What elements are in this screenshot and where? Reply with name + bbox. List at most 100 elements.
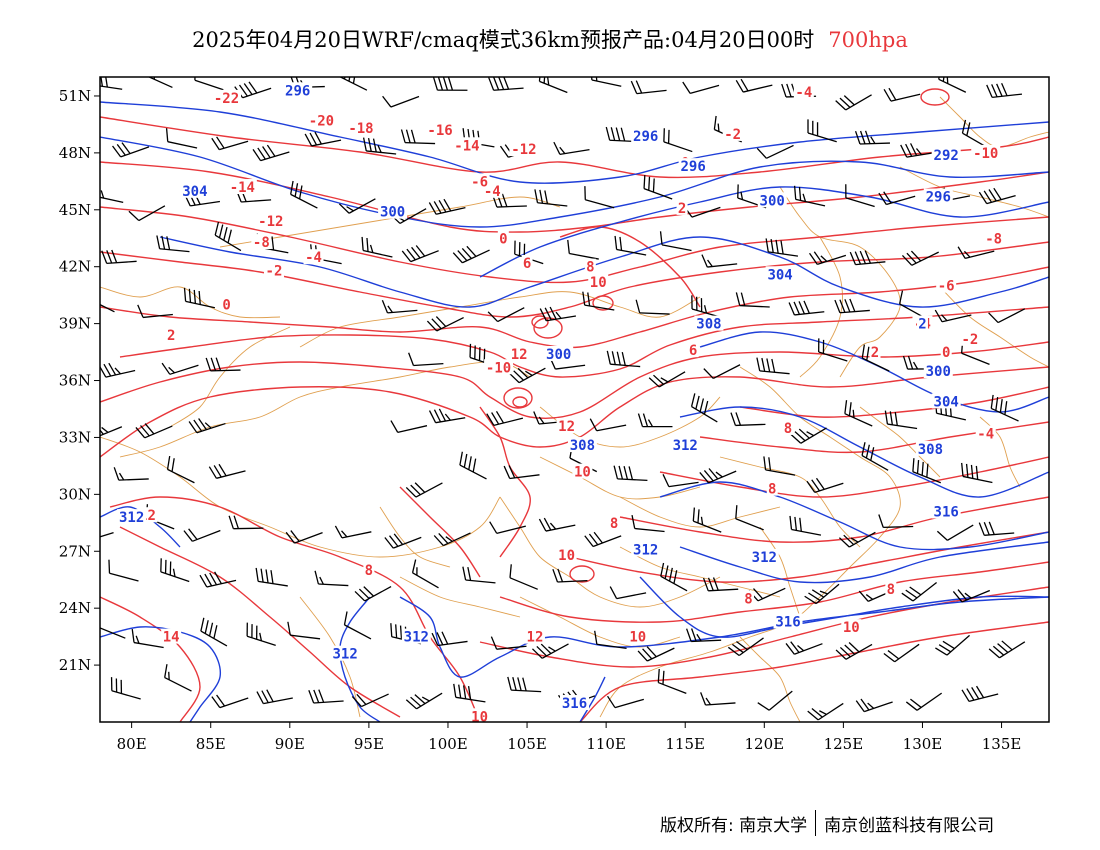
geopotential-label-bg: [401, 628, 431, 644]
temperature-label-bg: [509, 345, 530, 361]
temperature-label-bg: [484, 359, 514, 375]
boundary-line: [379, 506, 451, 568]
wind-barb: [878, 191, 916, 206]
temperature-isoline: [659, 456, 1049, 498]
wind-barb: [901, 250, 939, 266]
geopotential-label: 312: [404, 630, 429, 646]
wind-barb: [590, 77, 622, 87]
wind-barb: [735, 78, 773, 93]
wind-barb: [643, 175, 673, 200]
wind-barb: [763, 456, 796, 476]
wind-barb: [567, 239, 599, 260]
wind-barb: [490, 636, 527, 650]
wind-barb: [789, 515, 822, 536]
wind-barb: [486, 410, 524, 427]
wind-barb: [211, 694, 249, 709]
wind-barb: [838, 531, 876, 548]
wind-barb: [912, 458, 942, 484]
wind-barb: [183, 287, 216, 309]
wind-barb: [788, 300, 825, 316]
temperature-label: 12: [511, 347, 528, 363]
temperature-label: -4: [977, 427, 994, 443]
temperature-label: -2: [961, 332, 978, 348]
wind-barb: [188, 418, 226, 434]
wind-barb: [765, 238, 799, 257]
geopotential-label-bg: [631, 541, 661, 557]
temperature-label-bg: [227, 179, 257, 195]
wind-barb: [183, 528, 221, 542]
wind-barb: [214, 221, 242, 252]
temperature-label: 10: [629, 630, 646, 646]
temperature-label: 8: [768, 482, 776, 498]
wind-barb: [861, 442, 889, 471]
wind-barb: [165, 128, 198, 149]
temperature-isoline: [100, 116, 1049, 179]
wind-barb: [660, 562, 688, 592]
wind-barb: [453, 683, 486, 703]
wind-barb: [748, 587, 786, 602]
temperature-label-bg: [524, 628, 545, 644]
temperature-label: -12: [511, 142, 536, 158]
boundary-line: [599, 366, 901, 718]
wind-barb: [635, 299, 670, 315]
temperature-label-bg: [742, 590, 754, 606]
wind-barb: [785, 641, 823, 655]
wind-barb: [584, 531, 622, 548]
geopotential-label: 316: [562, 696, 587, 712]
wind-barb: [147, 77, 173, 89]
temperature-label: 10: [843, 620, 860, 636]
lon-tick-label: 90E: [275, 735, 305, 753]
temperature-label: -22: [214, 91, 239, 107]
temperature-label: 0: [499, 231, 507, 247]
wind-barb: [854, 130, 890, 145]
wind-barb: [156, 235, 190, 253]
wind-barb: [112, 142, 150, 158]
wind-barb: [131, 628, 164, 649]
temperature-isoline: [579, 621, 1049, 722]
boundary-line: [100, 436, 501, 558]
wind-barb: [362, 137, 397, 155]
lon-tick-label: 125E: [824, 735, 864, 753]
geopotential-isoline: [659, 481, 1049, 551]
title-main: 2025年04月20日WRF/cmaq模式36km预报产品:04月20日00时: [192, 28, 815, 52]
temperature-label: 0: [222, 298, 230, 314]
boundary-line: [169, 326, 291, 428]
geopotential-label-bg: [923, 363, 953, 379]
axes: 80E 85E 90E 95E 100E 105E 110E 115E 120E 125E 130E…: [59, 87, 1022, 753]
geopotential-label: 296: [926, 190, 951, 206]
wind-barb: [382, 95, 420, 108]
geopotential-label: 296: [680, 159, 705, 175]
temperature-label-bg: [509, 141, 539, 157]
wind-barb: [160, 558, 190, 583]
lat-tick-label: 27N: [59, 542, 91, 560]
boundary-line: [779, 186, 901, 378]
lat-tick-label: 51N: [59, 87, 91, 105]
wind-barb: [793, 185, 826, 207]
wind-barb: [631, 515, 665, 533]
geopotential-label-bg: [560, 695, 589, 711]
temperature-label-bg: [936, 277, 957, 293]
wind-barb: [339, 77, 368, 91]
wind-barb: [938, 77, 967, 93]
wind-barb: [961, 685, 999, 703]
temperature-isoline: [100, 596, 201, 722]
temperature-label-bg: [469, 173, 490, 189]
wind-barb: [637, 413, 673, 428]
boundary-line: [100, 286, 281, 319]
temperature-label-bg: [940, 344, 952, 360]
temperature-isoline: [100, 206, 1049, 284]
temperature-label: -18: [348, 121, 373, 137]
wind-barb: [986, 83, 1023, 99]
wind-barb: [287, 621, 321, 640]
temperature-label: -6: [938, 279, 955, 295]
wind-barb: [988, 640, 1026, 659]
lon-tick-label: 110E: [586, 735, 626, 753]
wind-barb: [428, 408, 466, 424]
title-level: 700hpa: [828, 28, 908, 52]
boundary-line: [539, 396, 721, 448]
wind-barb: [988, 308, 1026, 324]
temperature-label-bg: [869, 344, 881, 360]
geopotential-label: 312: [673, 438, 698, 454]
wind-barb: [361, 236, 393, 258]
boundary-line: [899, 166, 1049, 218]
